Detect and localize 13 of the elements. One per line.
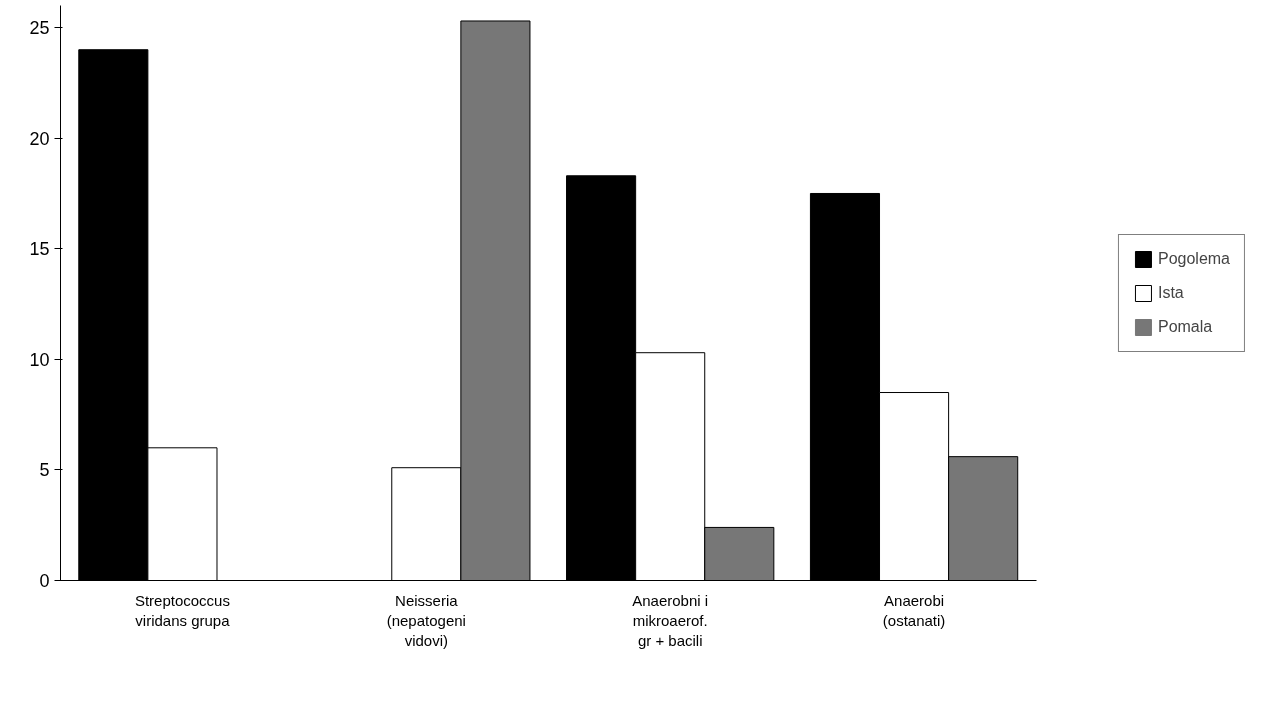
y-tick-label: 25 <box>29 18 50 39</box>
legend-label: Ista <box>1157 283 1184 302</box>
x-tick-label: Anaerobni i mikroaerof. gr + bacili <box>632 591 709 650</box>
y-tick-label: 5 <box>39 460 50 481</box>
y-tick-label: 10 <box>29 349 50 370</box>
x-tick-label: Anaerobi (ostanati) <box>882 591 946 629</box>
y-tick-label: 0 <box>39 571 50 591</box>
y-tick-label: 15 <box>29 239 50 260</box>
legend-label: Pogolema <box>1157 249 1230 268</box>
legend-label: Pomala <box>1157 317 1213 336</box>
y-tick-label: 20 <box>29 128 50 149</box>
x-tick-label: Neisseria (nepatogeni vidovi) <box>386 591 466 650</box>
x-tick-label: Streptococcus viridans grupa <box>134 591 231 629</box>
